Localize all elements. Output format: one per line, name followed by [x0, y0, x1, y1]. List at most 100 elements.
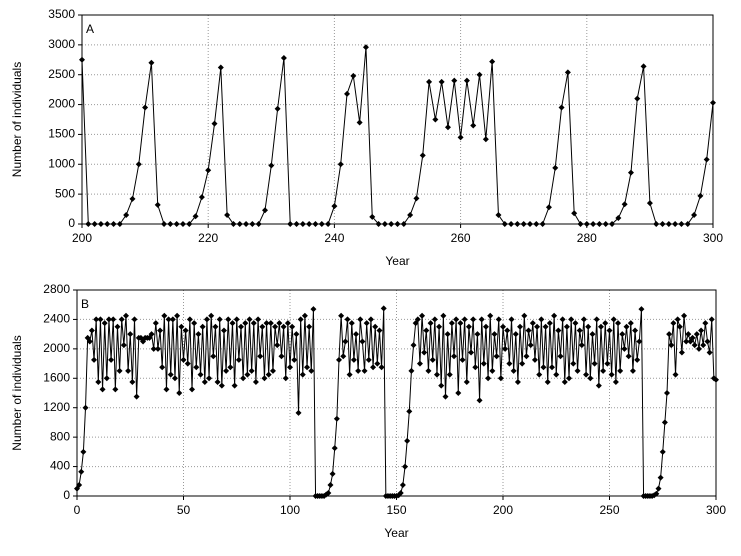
data-point: [274, 342, 281, 349]
data-point: [210, 353, 217, 360]
x-tick-label: 300: [703, 231, 723, 245]
data-point: [212, 323, 219, 330]
data-point: [299, 371, 306, 378]
data-point: [416, 360, 423, 367]
data-point: [335, 356, 342, 363]
data-point: [668, 342, 675, 349]
data-point: [487, 312, 494, 319]
data-point: [470, 316, 477, 323]
data-point: [561, 378, 568, 385]
data-point: [238, 323, 245, 330]
data-point: [640, 63, 647, 70]
data-point: [593, 316, 600, 323]
data-point: [706, 349, 713, 356]
data-point: [442, 393, 449, 400]
data-point: [350, 72, 357, 79]
data-point: [608, 371, 615, 378]
data-point: [86, 338, 93, 345]
data-point: [504, 327, 511, 334]
data-point: [698, 327, 705, 334]
data-point: [272, 323, 279, 330]
data-point: [691, 212, 698, 219]
data-point: [337, 161, 344, 168]
data-point: [205, 167, 212, 174]
data-point: [304, 364, 311, 371]
data-point: [540, 364, 547, 371]
data-point: [602, 320, 609, 327]
data-point: [510, 367, 517, 374]
data-point: [708, 316, 715, 323]
data-point: [110, 316, 117, 323]
panel-label: B: [81, 297, 89, 311]
data-point: [433, 371, 440, 378]
data-point: [508, 316, 515, 323]
data-point: [463, 378, 470, 385]
data-point: [214, 378, 221, 385]
data-point: [544, 378, 551, 385]
data-point: [604, 360, 611, 367]
data-point: [463, 77, 470, 84]
data-point: [414, 316, 421, 323]
data-point: [619, 331, 626, 338]
data-point: [485, 375, 492, 382]
data-point: [609, 221, 616, 227]
data-point: [327, 481, 334, 488]
data-point: [157, 327, 164, 334]
data-point: [206, 375, 213, 382]
data-point: [101, 320, 108, 327]
data-point: [476, 71, 483, 78]
data-point: [340, 353, 347, 360]
data-point: [455, 390, 462, 396]
data-point: [538, 316, 545, 323]
data-point: [665, 221, 672, 227]
data-point: [432, 116, 439, 123]
data-point: [552, 164, 559, 171]
data-point: [446, 371, 453, 378]
x-tick-label: 240: [324, 231, 344, 245]
data-point: [451, 353, 458, 360]
data-point: [282, 375, 289, 382]
x-tick-label: 220: [198, 231, 218, 245]
data-point: [440, 312, 447, 319]
data-point: [470, 122, 477, 129]
data-point: [563, 323, 570, 330]
data-point: [590, 221, 597, 227]
data-point: [356, 119, 363, 126]
data-point: [472, 364, 479, 371]
data-point: [451, 77, 458, 84]
data-point: [178, 323, 185, 330]
data-point: [261, 375, 268, 382]
data-point: [235, 356, 242, 363]
data-point: [664, 390, 671, 396]
y-tick-label: 2500: [48, 67, 75, 81]
data-point: [697, 192, 704, 199]
data-point: [558, 104, 565, 111]
data-point: [120, 342, 127, 349]
data-point: [423, 327, 430, 334]
y-tick-label: 400: [50, 459, 70, 473]
data-point: [365, 356, 372, 363]
data-point: [570, 360, 577, 367]
y-tick-label: 1200: [43, 400, 70, 414]
y-tick-label: 2800: [43, 282, 70, 296]
data-point: [105, 316, 112, 323]
data-point: [536, 371, 543, 378]
data-point: [259, 323, 266, 330]
data-point: [661, 419, 668, 426]
data-point: [118, 316, 125, 323]
data-point: [208, 312, 215, 319]
data-point: [431, 316, 438, 323]
data-point: [597, 323, 604, 330]
data-point: [704, 338, 711, 345]
data-point: [408, 367, 415, 374]
data-point: [353, 331, 360, 338]
data-point: [713, 376, 719, 383]
data-point: [287, 221, 294, 227]
data-point: [346, 371, 353, 378]
data-point: [189, 386, 196, 393]
data-point: [457, 320, 464, 327]
x-tick-label: 250: [599, 503, 619, 517]
data-point: [493, 353, 500, 360]
data-point: [497, 375, 504, 382]
data-point: [653, 221, 660, 227]
